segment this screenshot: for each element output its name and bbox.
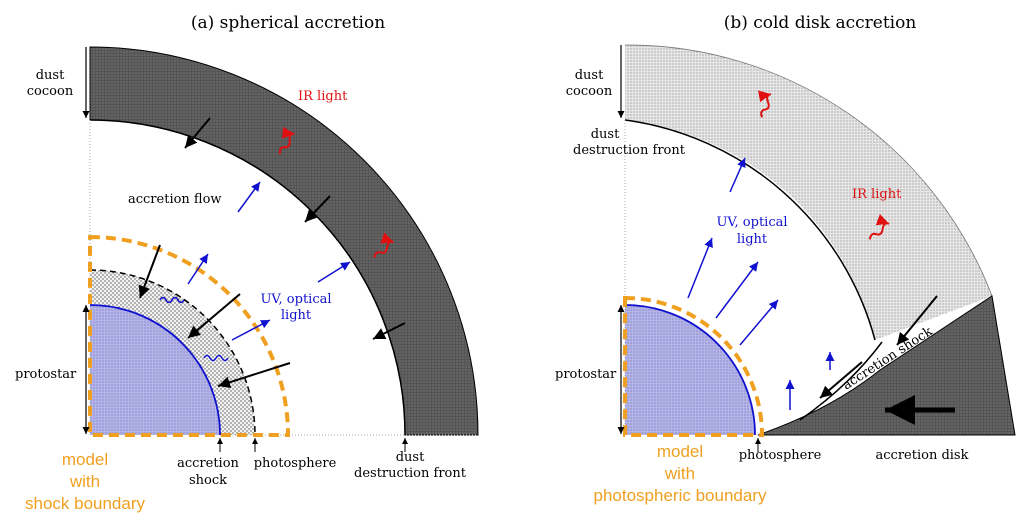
ir-photon-2 [373,232,394,258]
photosphere-boundary [89,269,256,436]
label-dust-cocoon-1-b: dust [575,68,604,83]
panel-b: (b) cold disk accretion dust cocoon dust… [555,13,1016,505]
label-model-2-b: with [664,464,695,483]
protostar-b [625,305,755,435]
label-accretion-shock-1: accretion [177,456,239,471]
label-uv-2-b: light [737,232,768,247]
infall-arrow [138,244,161,299]
label-accretion-disk: accretion disk [876,448,969,463]
label-protostar-a: protostar [15,367,77,382]
uv-arrow-b [687,237,713,299]
uv-arrow-b [739,299,779,346]
label-uv-1-a: UV, optical [260,292,331,307]
label-ir-light-b: IR light [852,187,902,202]
uv-arrow [317,261,351,283]
accretion-disk [757,295,1016,436]
label-protostar-b: protostar [555,367,617,382]
label-photosphere-a: photosphere [254,456,337,471]
label-model-1-b: model [657,442,703,461]
label-dust-front-1-b: dust [591,127,620,142]
accretion-shock-b [799,341,883,421]
uv-photon [159,296,185,304]
label-accretion-shock-2: shock [189,473,227,488]
ir-photon-b2 [868,214,890,240]
label-ir-light-a: IR light [298,89,348,104]
label-dust-front-2-a: destruction front [354,466,467,481]
label-model-3-a: shock boundary [25,494,146,513]
label-dust-cocoon-2: cocoon [27,84,74,99]
uv-arrow-b [729,157,746,193]
uv-arrow [231,319,271,341]
dust-cocoon-region-b [625,44,992,341]
infall-arrow [187,293,241,339]
uv-arrow [187,253,209,285]
label-accretion-flow: accretion flow [128,192,222,207]
infall-arrow [304,195,331,223]
infall-arrow [217,362,291,389]
panel-b-title: (b) cold disk accretion [724,13,917,33]
panel-a: (a) spherical accretion dust cocoon prot… [15,13,479,513]
infall-arrow-b [896,295,938,346]
infall-arrow [184,117,211,149]
uv-arrow-b [715,261,759,319]
label-model-1-a: model [62,450,108,469]
dust-destruction-front-b [624,119,876,341]
label-dust-cocoon-2-b: cocoon [566,84,613,99]
uv-photon [203,354,229,362]
model-boundary-b [623,295,765,437]
label-dust-front-2-b: destruction front [573,143,686,158]
ir-photon-b1 [758,90,772,118]
label-model-3-b: photospheric boundary [594,486,767,505]
ir-photon-1 [278,126,295,154]
label-dust-cocoon-1: dust [36,68,65,83]
panel-a-title: (a) spherical accretion [191,13,385,33]
label-uv-2-a: light [281,308,312,323]
label-photosphere-b: photosphere [739,448,822,463]
label-uv-1-b: UV, optical [716,215,787,230]
label-dust-front-1-a: dust [396,450,425,465]
protostar [90,305,220,435]
model-boundary-a [88,234,291,437]
label-model-2-a: with [69,472,100,491]
uv-arrow [237,181,261,213]
infall-arrow-b [819,361,863,399]
infall-arrow [372,322,406,340]
